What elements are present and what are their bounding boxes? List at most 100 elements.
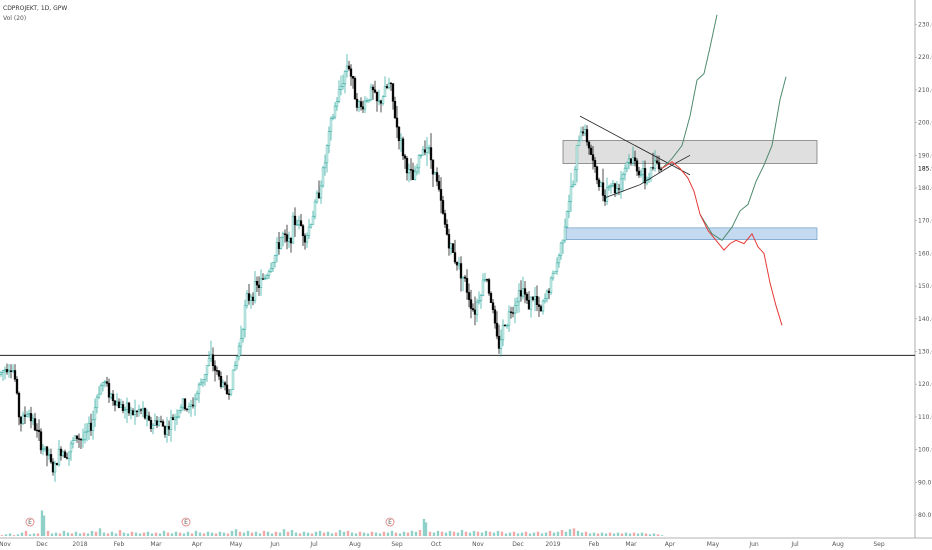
candle-body (595, 166, 599, 181)
candle-body (317, 192, 321, 199)
candle-body (479, 295, 483, 301)
candle-body (643, 168, 647, 184)
volume-bar (262, 530, 266, 536)
candle-body (43, 446, 47, 450)
candle-body (419, 154, 423, 157)
candle-body (15, 379, 19, 394)
y-tick-label: 200.0 (918, 120, 932, 127)
candle-body (447, 234, 451, 249)
candle-body (67, 451, 71, 459)
candle-body (151, 425, 155, 429)
candle-body (229, 389, 233, 395)
candle-body (111, 393, 115, 402)
volume-bar (484, 530, 488, 536)
candle-body (403, 155, 407, 159)
candle-body (157, 420, 161, 426)
candle-body (457, 263, 461, 266)
candle-body (491, 302, 495, 310)
volume-bar (278, 532, 282, 536)
candle-body (555, 262, 559, 272)
candle-body (597, 179, 601, 187)
candle-body (87, 422, 91, 432)
candle-body (219, 376, 223, 387)
candle-body (505, 324, 509, 327)
volume-bar (370, 531, 374, 536)
candle-body (53, 463, 57, 473)
volume-bar (334, 532, 338, 536)
candle-body (273, 255, 277, 263)
candle-body (619, 178, 623, 190)
volume-bar (298, 533, 302, 536)
x-tick-label: Nov (0, 541, 11, 548)
volume-bar (410, 530, 414, 536)
volume-bar (414, 531, 418, 536)
x-tick-label: Feb (589, 541, 600, 548)
candle-body (99, 385, 103, 395)
volume-bar (174, 531, 178, 536)
x-tick-label: Jun (748, 541, 759, 548)
candle-body (101, 382, 105, 386)
volume-bar (290, 530, 294, 536)
candle-body (91, 419, 95, 431)
candle-body (549, 277, 553, 293)
candle-body (335, 101, 339, 107)
candle-body (249, 296, 253, 301)
candle-body (573, 169, 577, 186)
volume-bar (464, 531, 468, 536)
candle-body (521, 288, 525, 297)
candle-body (487, 279, 491, 294)
candle-body (65, 457, 69, 459)
candle-body (127, 402, 131, 414)
symbol-label: CDPROJEKT, 1D, GPW (3, 5, 68, 12)
candle-body (529, 296, 533, 310)
candle-body (625, 162, 629, 169)
candle-body (287, 238, 291, 242)
candle-body (115, 401, 119, 406)
volume-bar (182, 533, 186, 536)
candle-body (169, 417, 173, 430)
volume-bar (500, 531, 504, 536)
candle-body (369, 86, 373, 101)
volume-bar (552, 532, 556, 536)
candle-body (161, 421, 165, 427)
candle-body (79, 438, 83, 441)
candle-body (381, 96, 385, 104)
candle-body (581, 131, 585, 134)
volume-bar (366, 533, 370, 536)
candle-body (237, 345, 241, 357)
volume-bar (246, 530, 250, 536)
volume-bar (214, 533, 218, 536)
volume-bar (42, 515, 46, 536)
candle-body (265, 275, 269, 279)
candle-body (503, 324, 507, 327)
candle-body (437, 181, 441, 190)
last-price-label: 185.9 (918, 166, 932, 173)
volume-bar (496, 530, 500, 536)
volume-bar (548, 530, 552, 536)
candle-body (617, 188, 621, 190)
candle-body (323, 162, 327, 169)
candle-body (235, 356, 239, 366)
candle-body (113, 400, 117, 406)
candle-body (11, 370, 15, 372)
volume-bar (452, 531, 456, 536)
candle-body (141, 408, 145, 411)
y-tick-label: 140.0 (918, 316, 932, 323)
x-tick-label: May (707, 541, 720, 548)
candle-body (583, 129, 587, 134)
x-tick-label: Apr (665, 541, 676, 548)
candle-body (313, 201, 317, 217)
candle-body (245, 293, 249, 306)
candle-body (295, 224, 299, 226)
candle-body (71, 440, 75, 445)
volume-bar (390, 530, 394, 536)
candle-body (603, 195, 607, 202)
candle-body (351, 76, 355, 79)
candle-body (391, 83, 395, 102)
volume-bar (222, 532, 226, 536)
candle-body (193, 398, 197, 407)
volume-bar (528, 533, 532, 536)
candle-body (267, 271, 271, 276)
candle-body (421, 149, 425, 156)
